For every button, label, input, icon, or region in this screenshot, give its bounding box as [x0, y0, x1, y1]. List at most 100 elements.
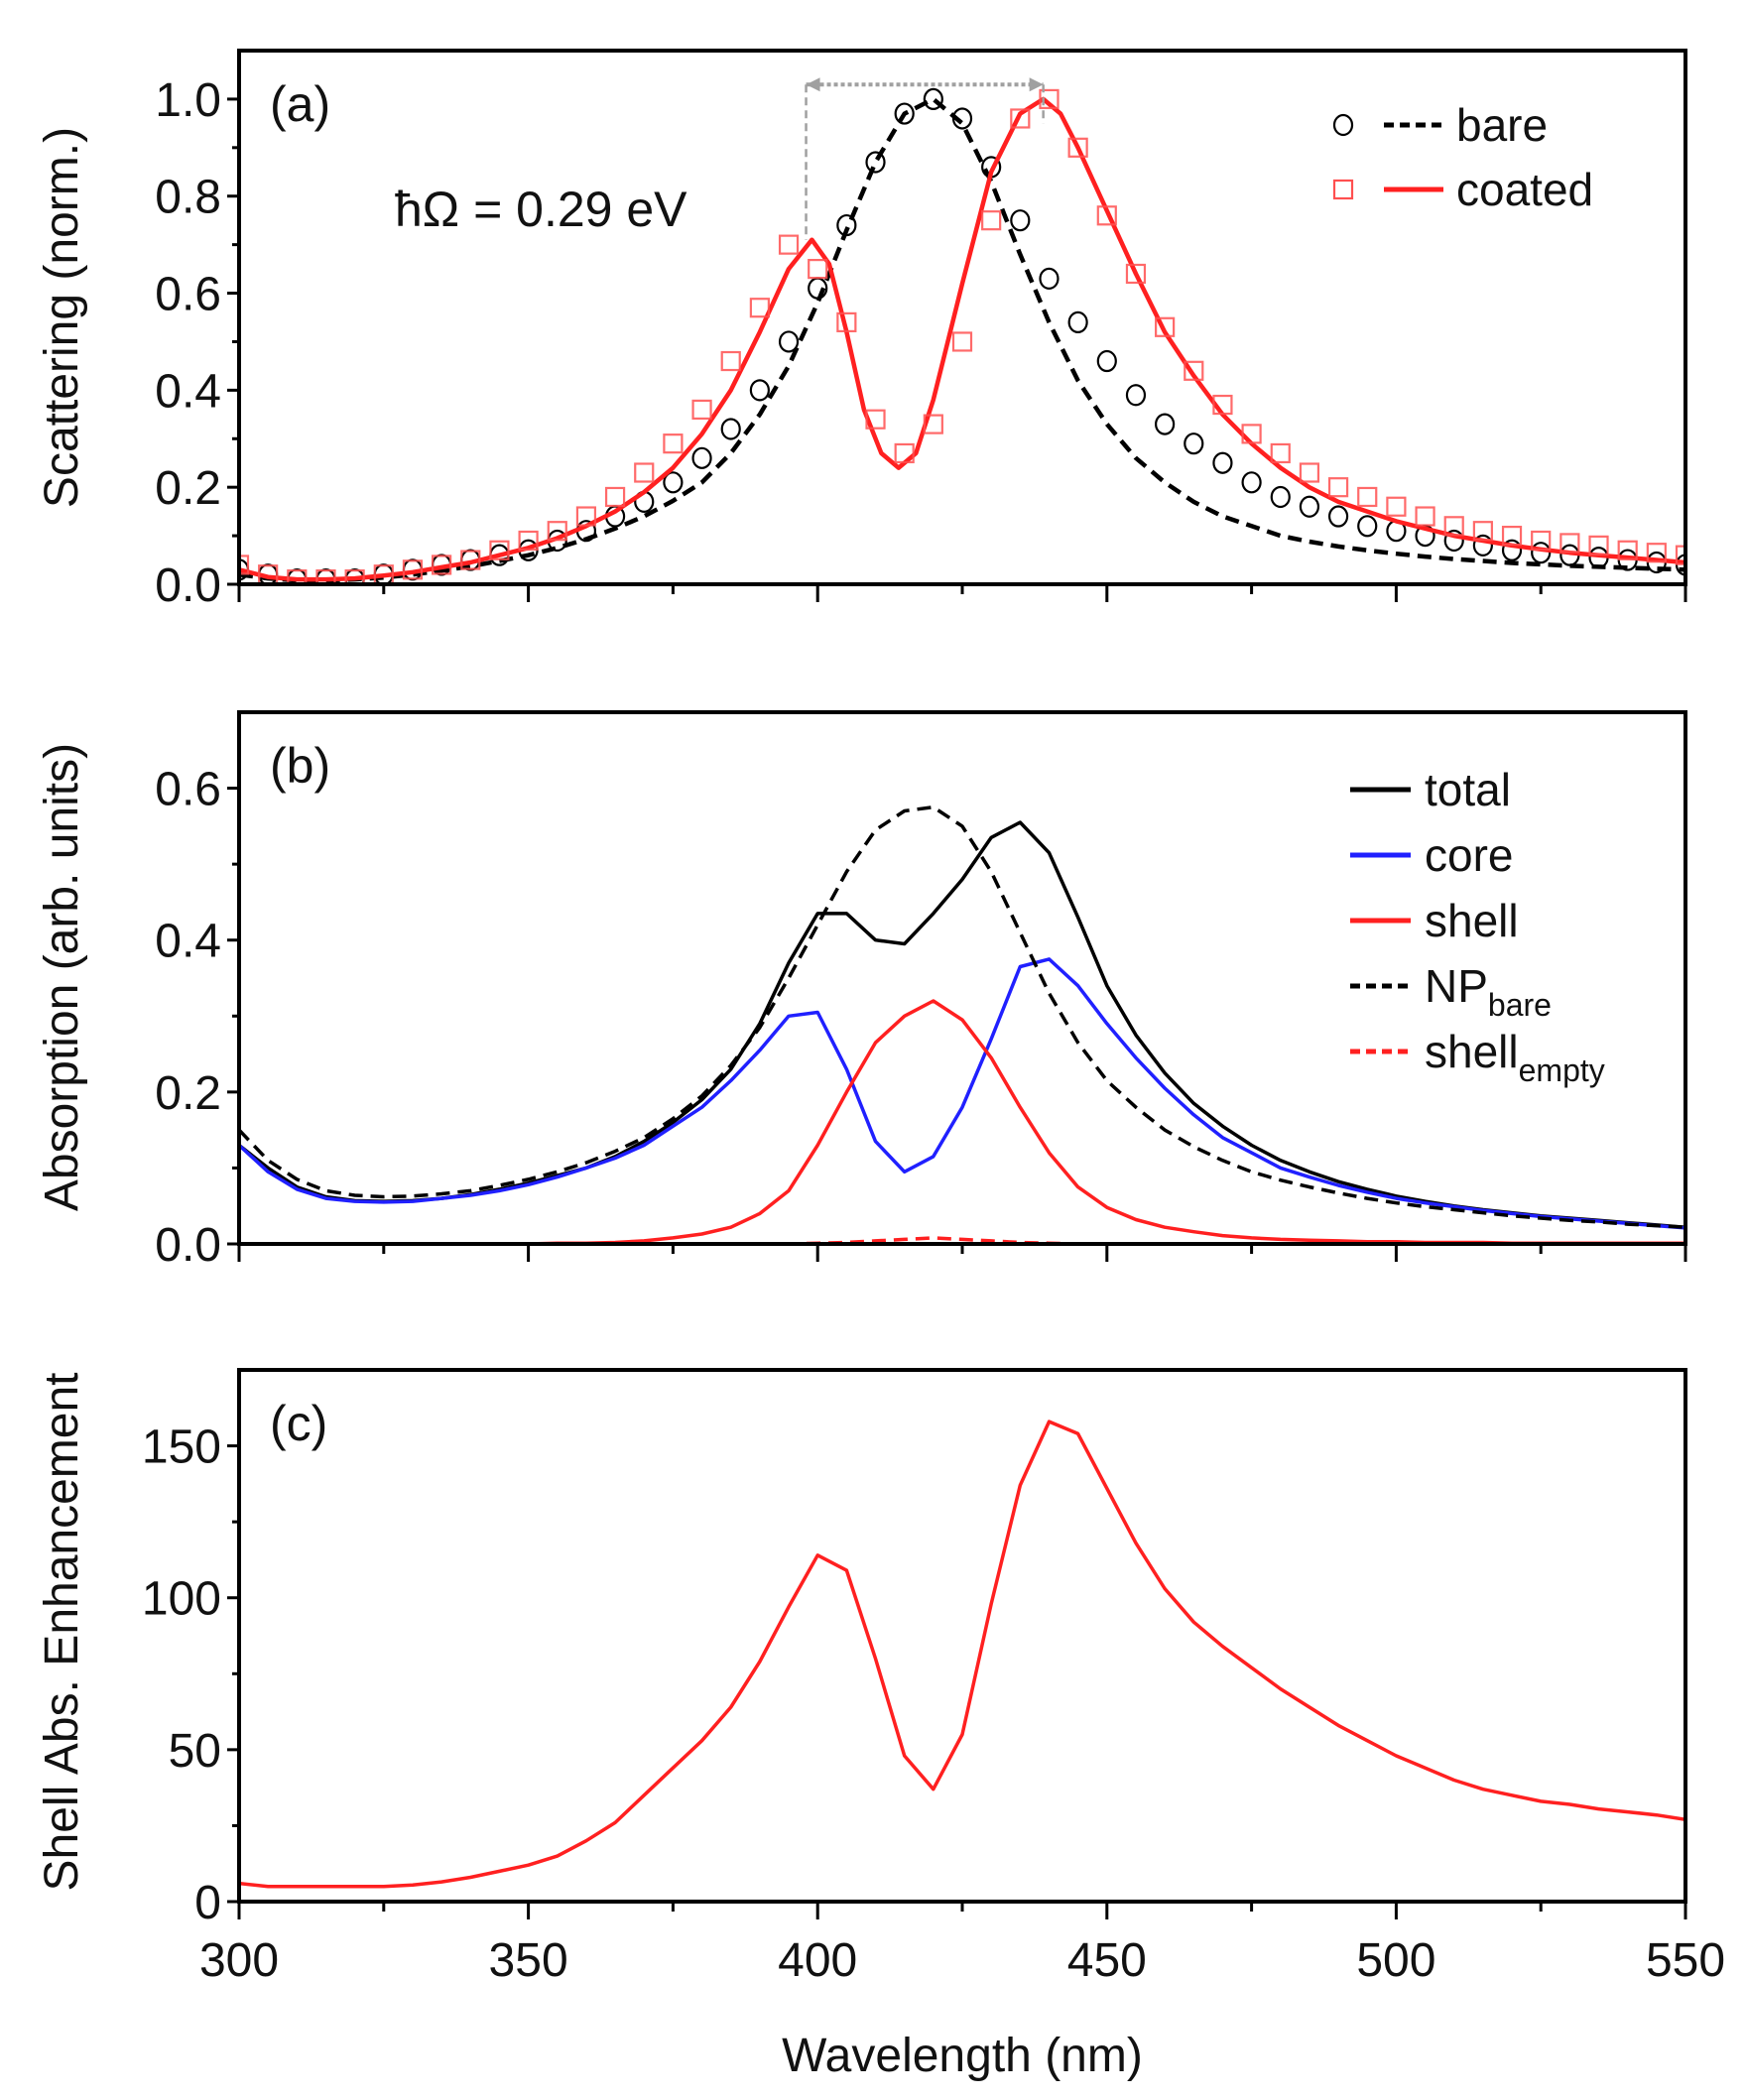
data-point-bare	[1443, 529, 1464, 553]
data-point-bare	[951, 107, 973, 130]
data-point-coated	[518, 530, 539, 552]
data-point-coated	[1096, 205, 1117, 226]
panel-tag: (c)	[270, 1396, 327, 1451]
x-tick-label: 450	[1067, 1934, 1147, 1987]
x-tick-label: 300	[199, 1934, 279, 1987]
plot-frame	[237, 1368, 1687, 1904]
data-point-coated	[923, 414, 943, 434]
panel-a-scattering: ħΩ = 0.29 eV 0.0 0.2 0.4 0.6 0.8 1.0 Scattering…	[36, 49, 1687, 612]
y-tick-label: 0.0	[155, 1219, 221, 1272]
legend-label: core	[1425, 829, 1513, 881]
data-point-coated	[865, 409, 886, 430]
legend-label-main: bare	[1456, 99, 1548, 151]
data-point-bare	[1039, 267, 1060, 290]
data-point-coated	[344, 569, 365, 584]
data-point-bare	[1357, 515, 1378, 538]
x-tick-label: 550	[1646, 1934, 1725, 1987]
data-point-coated	[1588, 535, 1609, 556]
data-point-bare	[1184, 432, 1204, 455]
data-point-coated	[808, 258, 828, 280]
data-point-bare	[1327, 505, 1349, 528]
data-point-coated	[691, 399, 712, 421]
plot-area	[239, 1420, 1685, 1889]
legend-item: shellempty	[1350, 1026, 1605, 1088]
data-point-coated	[1212, 394, 1233, 416]
legend-label: NPbare	[1425, 960, 1552, 1023]
legend-item: NPbare	[1350, 960, 1552, 1023]
data-point-coated	[1039, 88, 1060, 110]
x-tick-label: 400	[778, 1934, 857, 1987]
legend-label-subscript: empty	[1519, 1052, 1605, 1088]
data-point-coated	[1184, 360, 1204, 381]
data-point-bare	[691, 446, 712, 469]
plot-area	[239, 804, 1685, 1244]
panel-b-absorption: 0.0 0.2 0.4 0.6 Absorption (arb. units) (b) to…	[36, 710, 1687, 1272]
data-point-coated	[836, 311, 857, 332]
x-tick-label: 350	[489, 1934, 568, 1987]
y-axis-label: Scattering (norm.)	[36, 127, 88, 508]
data-point-coated	[1531, 530, 1552, 552]
y-tick-label: 1.0	[155, 74, 221, 127]
y-tick-label: 0.2	[155, 462, 221, 515]
data-point-coated	[634, 462, 655, 483]
legend-label-main: shell	[1425, 1026, 1519, 1077]
legend-label-main: shell	[1425, 895, 1519, 946]
legend-label-main: coated	[1456, 164, 1593, 215]
data-point-bare	[663, 471, 684, 494]
data-point-coated	[402, 559, 424, 580]
y-tick-label: 0.2	[155, 1067, 221, 1120]
y-tick-label: 0.8	[155, 172, 221, 224]
data-point-bare	[1501, 539, 1523, 561]
series-line-enhancement	[239, 1420, 1685, 1889]
data-point-bare	[923, 87, 943, 111]
data-point-coated	[1357, 486, 1378, 508]
data-point-bare	[1067, 310, 1088, 333]
y-tick-label: 0.6	[155, 269, 221, 321]
data-point-bare	[836, 213, 857, 237]
data-point-bare	[1096, 349, 1117, 373]
data-point-bare	[1241, 471, 1262, 494]
data-point-coated	[1559, 533, 1580, 554]
data-point-coated	[460, 550, 481, 570]
annotation-text: ħΩ = 0.29 eV	[395, 182, 687, 237]
legend-item: shell	[1350, 895, 1519, 946]
data-point-coated	[1443, 516, 1464, 537]
data-point-coated	[1675, 545, 1685, 565]
data-point-coated	[547, 521, 567, 542]
data-point-coated	[432, 555, 452, 575]
legend-label-main: core	[1425, 829, 1513, 881]
legend-label: shell	[1425, 895, 1519, 946]
y-tick-label: 100	[142, 1573, 221, 1626]
series-line-core	[239, 957, 1685, 1230]
data-point-bare	[1212, 451, 1233, 474]
data-point-bare	[1155, 413, 1176, 435]
data-point-coated	[749, 298, 770, 318]
y-tick-label: 0.4	[155, 365, 221, 418]
legend-item: core	[1350, 829, 1513, 881]
data-point-coated	[894, 442, 915, 464]
data-point-coated	[663, 433, 684, 454]
y-axis-label: Shell Abs. Enhancement	[36, 1372, 88, 1891]
panel-tag: (b)	[270, 738, 330, 794]
circle-marker-icon	[1332, 113, 1354, 137]
data-point-coated	[951, 331, 973, 352]
square-marker-icon	[1332, 179, 1354, 200]
legend-label: bare	[1456, 99, 1548, 151]
legend-item: coated	[1332, 164, 1593, 215]
data-point-coated	[1155, 316, 1176, 337]
series-line-shell-empty	[239, 1236, 1685, 1244]
data-point-coated	[575, 506, 597, 527]
legend-label-main: NP	[1425, 960, 1488, 1012]
data-point-coated	[239, 555, 250, 575]
data-point-bare	[749, 379, 770, 402]
data-point-coated	[1327, 477, 1349, 498]
legend-label-main: total	[1425, 764, 1511, 815]
data-point-coated	[720, 350, 741, 372]
data-point-coated	[1617, 540, 1638, 560]
legend-label: total	[1425, 764, 1511, 815]
y-tick-label: 0	[194, 1877, 221, 1929]
data-point-coated	[1241, 424, 1262, 444]
data-point-coated	[1299, 462, 1320, 483]
